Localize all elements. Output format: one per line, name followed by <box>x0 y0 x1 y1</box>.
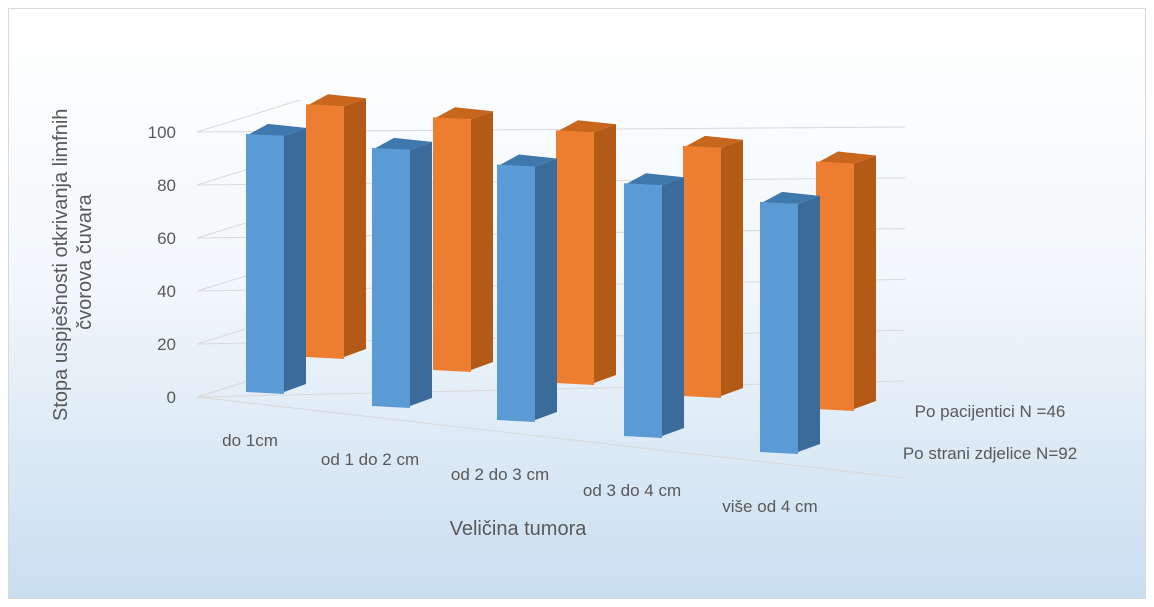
bar-blue-3-front <box>624 183 662 438</box>
category-label: od 1 do 2 cm <box>321 450 419 469</box>
y-tick-label: 40 <box>157 282 176 301</box>
y-tick-label: 100 <box>148 123 176 142</box>
bar-orange-4 <box>816 151 876 411</box>
bar-blue-1 <box>372 137 432 409</box>
bar-orange-2 <box>556 120 616 385</box>
bar-orange-0-side <box>344 98 366 357</box>
y-axis-title-line-2: čvorova čuvara <box>74 193 96 329</box>
bar-orange-4-top <box>816 151 876 164</box>
y-tick-label: 80 <box>157 176 176 195</box>
floor-edge <box>196 396 906 479</box>
bar-orange-2-top <box>556 120 616 133</box>
bar-blue-0-top <box>246 123 306 136</box>
y-tick-label: 20 <box>157 335 176 354</box>
bar-blue-0-side <box>284 127 306 393</box>
series-label-blue: Po strani zdjelice N=92 <box>903 444 1077 463</box>
y-tick-label: 60 <box>157 229 176 248</box>
series-labels: Po pacijentici N =46 Po strani zdjelice N… <box>903 402 1077 463</box>
bar-orange-3-front <box>683 145 721 398</box>
bar-blue-3 <box>624 173 684 438</box>
y-tick-labels: 0 20 40 60 80 100 <box>148 123 176 407</box>
bar-blue-4-front <box>760 201 798 454</box>
bar-blue-1-side <box>410 141 432 407</box>
bar-orange-1-top <box>433 107 493 120</box>
bar-blue-2-top <box>497 154 557 167</box>
bar-orange-1-front <box>433 117 471 372</box>
series-label-orange: Po pacijentici N =46 <box>915 402 1066 421</box>
bar-orange-0-front <box>306 104 344 359</box>
category-label: do 1cm <box>222 431 278 450</box>
category-label: od 3 do 4 cm <box>583 481 681 500</box>
bar-orange-0-top <box>306 94 366 107</box>
y-axis-title-line-1: Stopa uspješnosti otkrivanja limfnih <box>50 109 72 421</box>
bar-blue-2-side <box>535 158 557 420</box>
bar-blue-4-top <box>760 191 820 204</box>
category-label: od 2 do 3 cm <box>451 465 549 484</box>
bar-orange-4-front <box>816 161 854 411</box>
bar-blue-2 <box>497 154 557 422</box>
bar-orange-4-side <box>854 155 876 409</box>
bar-orange-2-front <box>556 130 594 385</box>
bar-orange-3 <box>683 135 743 398</box>
bar-blue-4-side <box>798 195 820 452</box>
bar-orange-2-side <box>594 124 616 383</box>
bar-orange-1 <box>433 107 493 372</box>
bar-blue-0 <box>246 123 306 395</box>
bar-orange-1-side <box>471 111 493 370</box>
bar-blue-4 <box>760 191 820 454</box>
bars <box>246 94 876 454</box>
gridline-side <box>196 99 301 133</box>
category-labels: do 1cm od 1 do 2 cm od 2 do 3 cm od 3 do 4 … <box>222 431 818 516</box>
bar-blue-3-top <box>624 173 684 186</box>
category-label: više od 4 cm <box>722 497 817 516</box>
y-tick-label: 0 <box>167 388 176 407</box>
x-axis-title: Veličina tumora <box>450 518 588 540</box>
bar-blue-3-side <box>662 177 684 436</box>
bar-blue-1-top <box>372 137 432 150</box>
bar-orange-3-top <box>683 135 743 148</box>
bar-blue-0-front <box>246 133 284 395</box>
bar-orange-0 <box>306 94 366 359</box>
bar-blue-1-front <box>372 147 410 409</box>
bar-blue-2-front <box>497 164 535 422</box>
y-axis-title: Stopa uspješnosti otkrivanja limfnih čvo… <box>50 103 96 421</box>
bar-orange-3-side <box>721 139 743 396</box>
